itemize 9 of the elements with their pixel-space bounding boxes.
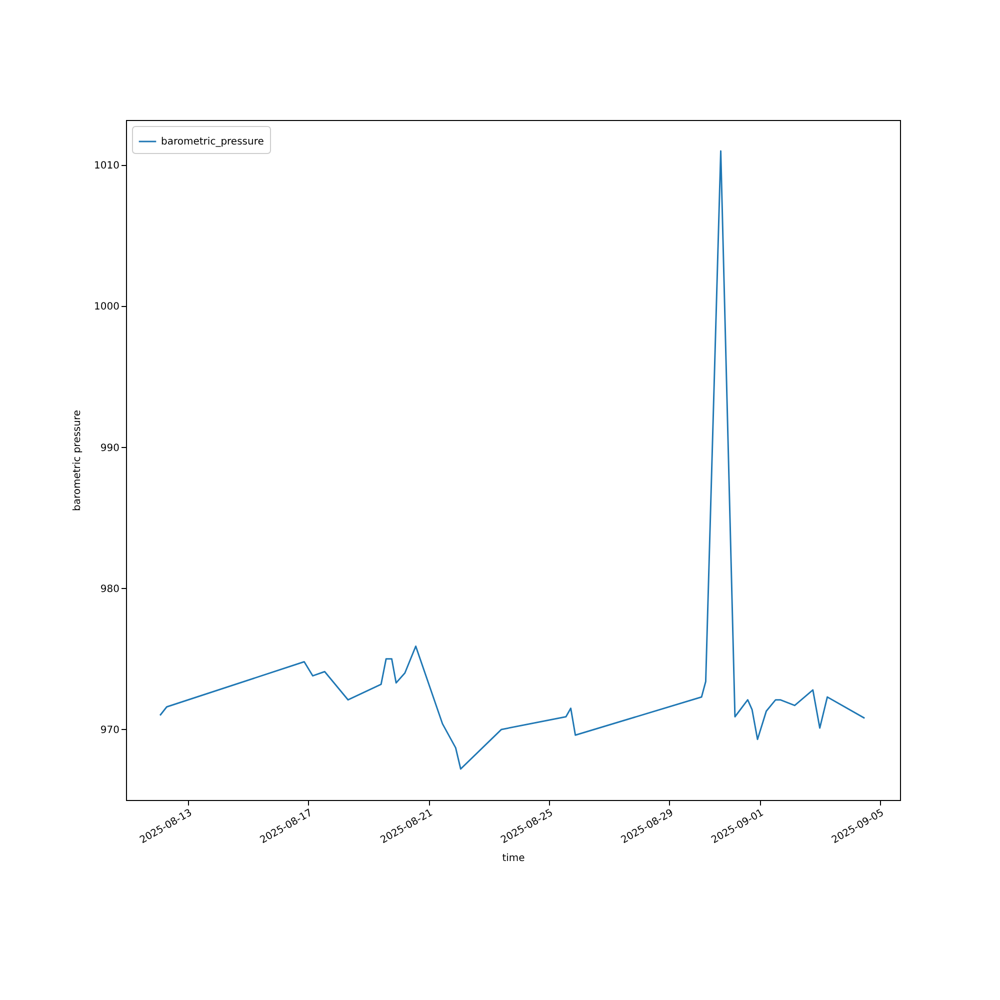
legend-label: barometric_pressure <box>161 136 264 148</box>
y-tick-label: 1000 <box>94 302 120 313</box>
y-tick-label: 980 <box>100 584 120 595</box>
y-tick-label: 970 <box>100 724 120 736</box>
line-series <box>159 150 866 770</box>
y-axis-title: barometric pressure <box>72 410 84 512</box>
x-axis-title: time <box>502 853 525 864</box>
y-tick-label: 990 <box>100 442 120 454</box>
y-tick-label: 1010 <box>94 160 120 172</box>
